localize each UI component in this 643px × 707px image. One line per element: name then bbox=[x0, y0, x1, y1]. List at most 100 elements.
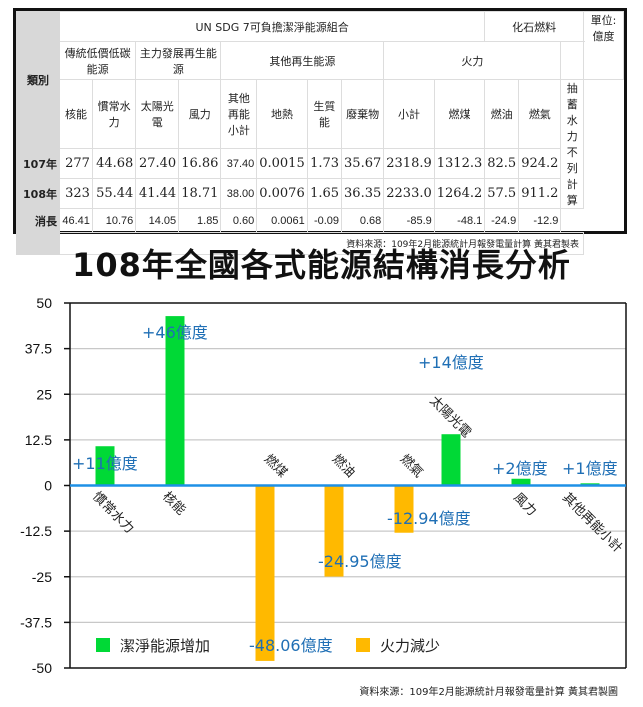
table-cell: 57.5 bbox=[484, 178, 520, 209]
table-cell: 0.0015 bbox=[256, 148, 308, 180]
column-header: 核能 bbox=[59, 78, 93, 150]
column-header: 燃氣 bbox=[518, 78, 562, 150]
column-header: 其他再能小計 bbox=[220, 78, 258, 150]
table-cell: 55.44 bbox=[91, 178, 137, 209]
table-cell: -24.9 bbox=[484, 208, 520, 233]
table-cell: 1.73 bbox=[306, 148, 343, 180]
y-tick-label: -12.5 bbox=[20, 523, 52, 539]
row-label: 107年 bbox=[16, 148, 60, 180]
group-header: 化石燃料 bbox=[484, 11, 584, 42]
bar bbox=[255, 485, 275, 661]
column-header: 燃油 bbox=[484, 78, 520, 150]
column-header: 太陽光電 bbox=[135, 78, 180, 150]
bar bbox=[441, 434, 461, 486]
subgroup-header: 火力 bbox=[383, 41, 562, 80]
bar bbox=[95, 446, 115, 486]
bar bbox=[324, 485, 344, 577]
x-category-label: 風力 bbox=[510, 490, 539, 519]
y-tick-label: 0 bbox=[44, 478, 52, 494]
y-tick-label: -50 bbox=[32, 660, 52, 676]
y-tick-label: 37.5 bbox=[25, 341, 52, 357]
y-tick-label: 50 bbox=[36, 295, 52, 311]
table-cell: -48.1 bbox=[433, 208, 486, 233]
y-tick-label: 25 bbox=[36, 386, 52, 402]
table-row: 108年 323 55.44 41.44 18.71 38.00 0.0076 1.65 36.… bbox=[16, 178, 624, 209]
table-row: 消長 46.41 10.76 14.05 1.85 0.60 0.0061 -0.09 0.68… bbox=[16, 208, 624, 233]
y-tick-label: -25 bbox=[32, 569, 52, 585]
data-label: +11億度 bbox=[72, 454, 138, 473]
table-cell: 18.71 bbox=[178, 178, 222, 209]
bar-chart: 50 37.5 25 12.5 0 -12.5 -25 -37.5 -50 慣常水力 核能 燃煤 燃油 燃… bbox=[20, 295, 627, 676]
table: 類別 UN SDG 7可負擔潔淨能源組合 化石燃料 單位:億度 傳統低價低碳能源 主力發展… bbox=[16, 10, 624, 255]
column-header: 地熱 bbox=[256, 78, 308, 150]
legend-label-clean: 潔淨能源增加 bbox=[120, 637, 210, 655]
legend-label-thermal: 火力減少 bbox=[380, 637, 440, 655]
data-label: +2億度 bbox=[492, 459, 548, 478]
x-category-label: 太陽光電 bbox=[426, 393, 473, 440]
table-cell: 38.00 bbox=[220, 178, 258, 209]
chart-source-note: 資料來源：109年2月能源統計月報發電量計算 黃其君製圖 bbox=[359, 687, 618, 698]
table-cell: 2318.9 bbox=[383, 148, 435, 180]
column-header: 燃煤 bbox=[433, 78, 486, 150]
table-cell: -0.09 bbox=[306, 208, 343, 233]
table-cell: 14.05 bbox=[135, 208, 180, 233]
data-label: -12.94億度 bbox=[387, 509, 471, 528]
y-tick-label: -37.5 bbox=[20, 614, 52, 630]
data-label: -24.95億度 bbox=[318, 552, 402, 571]
row-header: 類別 bbox=[16, 10, 60, 150]
table-cell: 277 bbox=[59, 148, 93, 180]
table-cell: 1264.2 bbox=[433, 178, 486, 209]
table-cell: 35.67 bbox=[341, 148, 385, 180]
data-label: +14億度 bbox=[418, 353, 484, 372]
column-header: 廢棄物 bbox=[341, 78, 385, 150]
table-cell: 323 bbox=[59, 178, 93, 209]
table-cell: 924.2 bbox=[518, 148, 562, 180]
chart-title: 108年全國各式能源結構消長分析 bbox=[72, 246, 571, 284]
bar bbox=[394, 485, 414, 533]
x-category-label: 燃油 bbox=[329, 451, 359, 481]
column-header: 小計 bbox=[383, 78, 435, 150]
x-category-label: 燃氣 bbox=[397, 451, 427, 481]
legend-swatch-thermal bbox=[356, 638, 370, 652]
subgroup-header: 傳統低價低碳能源 bbox=[58, 41, 137, 80]
table-cell: 0.60 bbox=[220, 208, 258, 233]
data-label: -48.06億度 bbox=[249, 636, 333, 655]
subgroup-header: 其他再生能源 bbox=[220, 41, 385, 80]
table-cell: 41.44 bbox=[135, 178, 180, 209]
bar bbox=[511, 478, 531, 486]
table-source-note: 資料來源：109年2月能源統計月報發電量計算 黃其君製表 bbox=[59, 232, 584, 255]
table-cell: 0.68 bbox=[341, 208, 385, 233]
table-cell: 0.0061 bbox=[256, 208, 308, 233]
group-header: UN SDG 7可負擔潔淨能源組合 bbox=[58, 11, 486, 42]
table-row: 107年 277 44.68 27.40 16.86 37.40 0.0015 1.73 35.… bbox=[16, 148, 624, 180]
y-tick-label: 12.5 bbox=[25, 432, 52, 448]
table-cell: 36.35 bbox=[341, 178, 385, 209]
table-cell: 911.2 bbox=[518, 178, 562, 209]
table-cell: 10.76 bbox=[91, 208, 137, 233]
table-cell: 2233.0 bbox=[383, 178, 435, 209]
data-label: +1億度 bbox=[562, 459, 618, 478]
table-cell: 37.40 bbox=[220, 148, 258, 180]
bar bbox=[165, 316, 185, 486]
table-cell: 1312.3 bbox=[433, 148, 486, 180]
row-label: 108年 bbox=[16, 178, 60, 209]
table-cell: 27.40 bbox=[135, 148, 180, 180]
table-cell: 82.5 bbox=[484, 148, 520, 180]
note: 抽蓄水力不列計算 bbox=[560, 79, 584, 209]
table-cell: 1.65 bbox=[306, 178, 343, 209]
column-header: 生質能 bbox=[306, 78, 343, 150]
table-cell: 46.41 bbox=[59, 208, 93, 233]
data-label: +46億度 bbox=[142, 323, 208, 342]
table-cell: -12.9 bbox=[518, 208, 562, 233]
x-category-label: 燃煤 bbox=[261, 451, 291, 481]
table-cell: 0.0076 bbox=[256, 178, 308, 209]
column-header: 慣常水力 bbox=[91, 78, 137, 150]
unit-label: 單位:億度 bbox=[583, 11, 624, 80]
table-cell: 44.68 bbox=[91, 148, 137, 180]
table-cell: -85.9 bbox=[383, 208, 435, 233]
energy-data-table: 類別 UN SDG 7可負擔潔淨能源組合 化石燃料 單位:億度 傳統低價低碳能源 主力發展… bbox=[13, 8, 627, 255]
x-category-label: 其他再能小計 bbox=[559, 490, 625, 556]
legend-swatch-clean bbox=[96, 638, 110, 652]
row-label: 消長 bbox=[16, 208, 60, 233]
x-category-label: 核能 bbox=[159, 489, 188, 518]
